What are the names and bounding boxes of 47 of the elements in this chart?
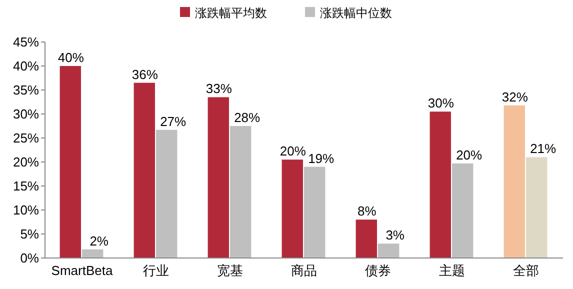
x-tick-label: 主题 (439, 263, 465, 278)
x-tick-label: 全部 (513, 263, 539, 278)
legend-label: 涨跌幅平均数 (195, 6, 267, 20)
data-label: 20% (280, 144, 306, 159)
x-tick-label: 债券 (365, 263, 391, 278)
bar (356, 220, 377, 258)
bar (156, 130, 178, 258)
legend-label: 涨跌幅中位数 (320, 6, 392, 20)
bar (378, 244, 400, 258)
data-label: 27% (160, 114, 187, 129)
data-label: 19% (308, 150, 335, 166)
bar (304, 166, 326, 258)
y-tick-label: 40% (12, 58, 40, 74)
data-label: 3% (386, 228, 405, 243)
data-label: 2% (90, 233, 109, 248)
y-tick-label: 20% (12, 154, 40, 170)
y-tick-label: 5% (20, 226, 40, 242)
y-tick-label: 30% (12, 106, 40, 122)
bar (430, 112, 451, 258)
data-label: 36% (132, 66, 158, 82)
y-tick-label: 0% (20, 250, 40, 266)
bar (134, 82, 155, 258)
bar (452, 163, 474, 258)
data-label: 32% (502, 89, 528, 104)
x-tick-label: SmartBeta (51, 263, 114, 278)
bar (60, 66, 81, 258)
bar (230, 126, 252, 258)
bar (526, 157, 548, 258)
y-tick-label: 15% (12, 178, 40, 194)
y-tick-label: 10% (12, 202, 40, 218)
bar (82, 249, 104, 258)
bar (504, 105, 525, 258)
data-label: 30% (428, 96, 454, 111)
bar (282, 160, 303, 258)
x-tick-label: 行业 (143, 263, 169, 278)
data-label: 21% (530, 141, 557, 156)
bar (208, 97, 229, 258)
data-label: 33% (206, 81, 232, 96)
data-label: 28% (234, 110, 261, 125)
data-label: 40% (58, 50, 84, 65)
y-tick-label: 45% (12, 34, 40, 50)
data-label: 20% (456, 147, 483, 162)
data-label: 8% (358, 204, 377, 219)
x-tick-label: 商品 (291, 263, 317, 278)
y-tick-label: 25% (12, 130, 40, 146)
y-tick-label: 35% (12, 82, 40, 98)
x-tick-label: 宽基 (217, 263, 243, 278)
